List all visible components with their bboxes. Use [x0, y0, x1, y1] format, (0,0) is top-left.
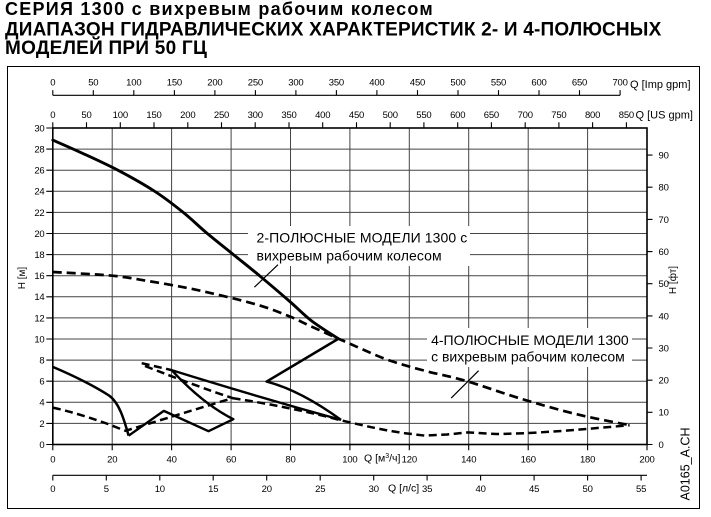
svg-text:200: 200: [180, 110, 195, 121]
svg-text:МОДЕЛЕЙ ПРИ 50 ГЦ: МОДЕЛЕЙ ПРИ 50 ГЦ: [5, 37, 207, 59]
svg-text:450: 450: [410, 78, 425, 89]
svg-text:250: 250: [214, 110, 229, 121]
svg-text:650: 650: [572, 78, 587, 89]
svg-text:40: 40: [167, 454, 177, 465]
svg-text:200: 200: [639, 454, 654, 465]
svg-text:150: 150: [146, 110, 161, 121]
svg-text:500: 500: [383, 110, 398, 121]
svg-text:350: 350: [281, 110, 296, 121]
svg-text:Q [Imp gpm]: Q [Imp gpm]: [630, 79, 691, 91]
svg-text:50: 50: [81, 110, 91, 121]
svg-text:300: 300: [248, 110, 263, 121]
svg-text:0: 0: [50, 110, 55, 121]
svg-text:90: 90: [659, 151, 669, 162]
svg-text:400: 400: [315, 110, 330, 121]
svg-text:180: 180: [580, 454, 595, 465]
svg-text:100: 100: [126, 78, 141, 89]
svg-text:2: 2: [39, 419, 44, 430]
svg-text:18: 18: [34, 250, 44, 261]
svg-text:30: 30: [34, 123, 44, 134]
svg-text:650: 650: [484, 110, 499, 121]
svg-text:60: 60: [659, 247, 669, 258]
svg-text:100: 100: [113, 110, 128, 121]
svg-text:40: 40: [476, 484, 486, 495]
svg-text:4-ПОЛЮСНЫЕ МОДЕЛИ 1300: 4-ПОЛЮСНЫЕ МОДЕЛИ 1300: [431, 332, 629, 348]
svg-text:10: 10: [155, 484, 165, 495]
svg-text:28: 28: [34, 145, 44, 156]
svg-text:H [м]: H [м]: [17, 267, 28, 290]
svg-text:12: 12: [34, 313, 44, 324]
svg-text:Q [м3/ч]: Q [м3/ч]: [364, 453, 401, 465]
svg-text:160: 160: [521, 454, 536, 465]
svg-text:550: 550: [416, 110, 431, 121]
svg-text:22: 22: [34, 208, 44, 219]
svg-text:400: 400: [369, 78, 384, 89]
svg-text:100: 100: [342, 454, 357, 465]
svg-text:4: 4: [39, 398, 44, 409]
svg-text:10: 10: [659, 408, 669, 419]
svg-text:850: 850: [619, 110, 634, 121]
svg-text:Q [US gpm]: Q [US gpm]: [636, 110, 693, 122]
svg-text:700: 700: [518, 110, 533, 121]
svg-text:600: 600: [450, 110, 465, 121]
svg-text:30: 30: [659, 343, 669, 354]
svg-text:150: 150: [167, 78, 182, 89]
svg-text:5: 5: [104, 484, 109, 495]
svg-text:600: 600: [531, 78, 546, 89]
svg-text:550: 550: [491, 78, 506, 89]
svg-text:700: 700: [612, 78, 627, 89]
svg-text:350: 350: [329, 78, 344, 89]
svg-text:25: 25: [315, 484, 325, 495]
svg-text:45: 45: [529, 484, 539, 495]
svg-text:50: 50: [88, 78, 98, 89]
svg-text:вихревым рабочим колесом: вихревым рабочим колесом: [257, 248, 442, 264]
svg-text:140: 140: [461, 454, 476, 465]
svg-text:A0165_A.CH: A0165_A.CH: [679, 428, 693, 501]
svg-text:16: 16: [34, 271, 44, 282]
svg-text:80: 80: [285, 454, 295, 465]
svg-text:50: 50: [583, 484, 593, 495]
svg-text:750: 750: [551, 110, 566, 121]
svg-text:20: 20: [107, 454, 117, 465]
svg-text:300: 300: [288, 78, 303, 89]
svg-text:50: 50: [659, 279, 669, 290]
svg-text:800: 800: [585, 110, 600, 121]
svg-text:15: 15: [208, 484, 218, 495]
svg-text:14: 14: [34, 292, 44, 303]
svg-text:ДИАПАЗОН ГИДРАВЛИЧЕСКИХ ХАРАКТ: ДИАПАЗОН ГИДРАВЛИЧЕСКИХ ХАРАКТЕРИСТИК 2-…: [5, 19, 662, 40]
svg-text:20: 20: [262, 484, 272, 495]
svg-text:20: 20: [659, 376, 669, 387]
svg-text:0: 0: [50, 78, 55, 89]
svg-text:450: 450: [349, 110, 364, 121]
svg-text:0: 0: [50, 454, 55, 465]
svg-text:с вихревым рабочим колесом: с вихревым рабочим колесом: [431, 348, 625, 364]
svg-text:30: 30: [369, 484, 379, 495]
svg-text:СЕРИЯ 1300 с вихревым рабочим: СЕРИЯ 1300 с вихревым рабочим колесом: [5, 0, 434, 19]
svg-text:70: 70: [659, 215, 669, 226]
svg-text:8: 8: [39, 356, 44, 367]
svg-text:24: 24: [34, 187, 44, 198]
svg-text:Q [л/с]: Q [л/с]: [388, 483, 419, 495]
svg-text:250: 250: [248, 78, 263, 89]
svg-text:0: 0: [50, 484, 55, 495]
svg-text:H [фт]: H [фт]: [667, 266, 679, 294]
svg-text:0: 0: [659, 440, 664, 451]
svg-text:20: 20: [34, 229, 44, 240]
svg-text:200: 200: [207, 78, 222, 89]
svg-text:55: 55: [636, 484, 646, 495]
svg-text:6: 6: [39, 377, 44, 388]
svg-text:0: 0: [39, 440, 44, 451]
svg-text:40: 40: [659, 311, 669, 322]
svg-text:26: 26: [34, 166, 44, 177]
svg-text:500: 500: [450, 78, 465, 89]
svg-text:120: 120: [402, 454, 417, 465]
svg-text:60: 60: [226, 454, 236, 465]
svg-text:35: 35: [422, 484, 432, 495]
svg-text:80: 80: [659, 183, 669, 194]
svg-text:10: 10: [34, 334, 44, 345]
svg-text:2-ПОЛЮСНЫЕ МОДЕЛИ 1300 с: 2-ПОЛЮСНЫЕ МОДЕЛИ 1300 с: [257, 230, 468, 246]
